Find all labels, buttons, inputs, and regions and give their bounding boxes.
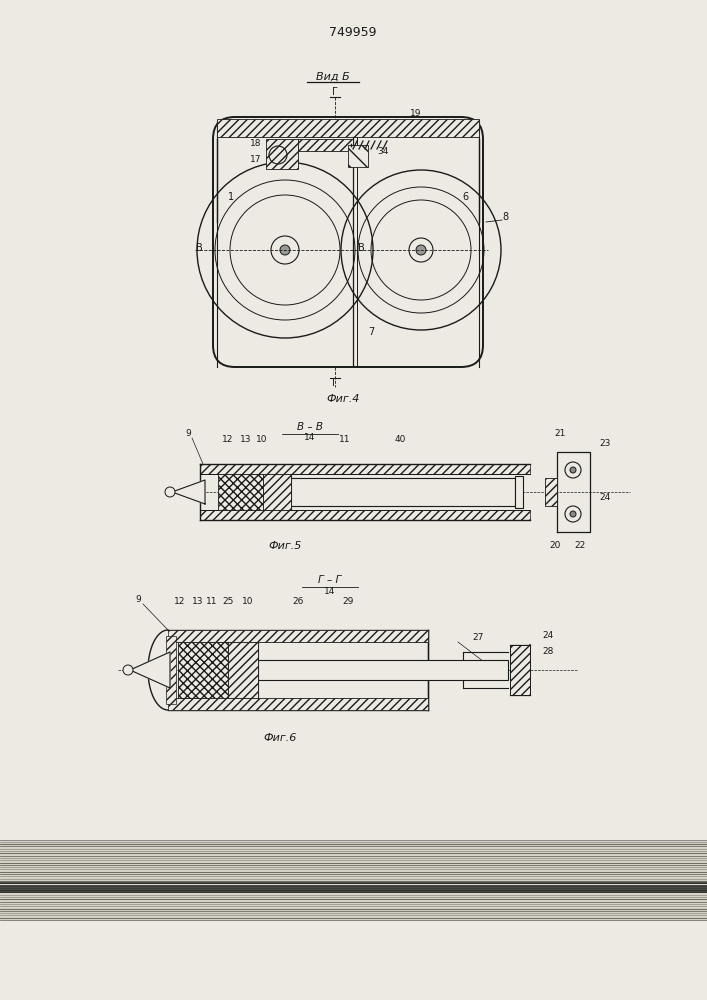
Bar [545, 478, 557, 506]
Text: 21: 21 [554, 430, 566, 438]
Bar [266, 139, 298, 169]
Polygon shape [130, 652, 170, 688]
Text: 27: 27 [472, 634, 484, 643]
Text: 26: 26 [292, 597, 304, 606]
Text: 18: 18 [250, 139, 262, 148]
Bar [258, 660, 508, 680]
Text: Г: Г [332, 378, 338, 388]
Text: Фиг.5: Фиг.5 [269, 541, 302, 551]
Bar [510, 645, 530, 695]
Text: 25: 25 [222, 597, 234, 606]
Circle shape [123, 665, 133, 675]
Circle shape [416, 245, 426, 255]
Bar [0, 840, 707, 920]
Text: В: В [196, 243, 202, 253]
Circle shape [570, 467, 576, 473]
Bar [200, 510, 530, 520]
Text: Г – Г: Г – Г [318, 575, 341, 585]
Bar [515, 476, 523, 508]
Text: 24: 24 [600, 493, 611, 502]
Text: 13: 13 [240, 434, 252, 444]
Text: 14: 14 [325, 586, 336, 595]
Polygon shape [172, 480, 205, 504]
FancyBboxPatch shape [213, 117, 483, 367]
Text: 10: 10 [256, 434, 268, 444]
Text: 6: 6 [462, 192, 468, 202]
Circle shape [280, 245, 290, 255]
Bar [168, 698, 428, 710]
Text: Фиг.4: Фиг.4 [327, 394, 360, 404]
Text: 20: 20 [549, 542, 561, 550]
Bar [166, 636, 176, 704]
Circle shape [165, 487, 175, 497]
Text: 34: 34 [378, 147, 389, 156]
Text: 10: 10 [243, 597, 254, 606]
Text: 24: 24 [542, 631, 554, 640]
Text: В – В: В – В [297, 422, 323, 432]
Text: 14: 14 [304, 434, 316, 442]
Text: 13: 13 [192, 597, 204, 606]
Text: 9: 9 [185, 430, 191, 438]
Text: 749959: 749959 [329, 26, 377, 39]
Bar [178, 642, 228, 698]
Text: 40: 40 [395, 434, 406, 444]
Bar [200, 464, 530, 474]
Bar [263, 474, 291, 510]
Bar [348, 145, 368, 167]
Text: Вид Б: Вид Б [316, 72, 350, 82]
Text: В: В [358, 243, 364, 253]
Text: 12: 12 [222, 434, 234, 444]
Text: 9: 9 [135, 595, 141, 604]
Text: 19: 19 [410, 108, 422, 117]
Text: 28: 28 [542, 648, 554, 656]
Text: 11: 11 [339, 434, 351, 444]
Text: 29: 29 [342, 597, 354, 606]
Text: 11: 11 [206, 597, 218, 606]
Text: 22: 22 [574, 542, 585, 550]
Bar [228, 642, 258, 698]
Text: 8: 8 [502, 212, 508, 222]
Text: 23: 23 [600, 440, 611, 448]
Text: Фиг.6: Фиг.6 [263, 733, 297, 743]
Text: 17: 17 [250, 154, 262, 163]
Text: Г: Г [332, 87, 338, 97]
Text: 7: 7 [368, 327, 374, 337]
Bar [168, 630, 428, 642]
Text: 1: 1 [228, 192, 234, 202]
Bar [298, 139, 353, 151]
Text: 12: 12 [175, 597, 186, 606]
Circle shape [570, 511, 576, 517]
Bar [217, 119, 479, 137]
Bar [291, 478, 515, 506]
Bar [218, 474, 263, 510]
